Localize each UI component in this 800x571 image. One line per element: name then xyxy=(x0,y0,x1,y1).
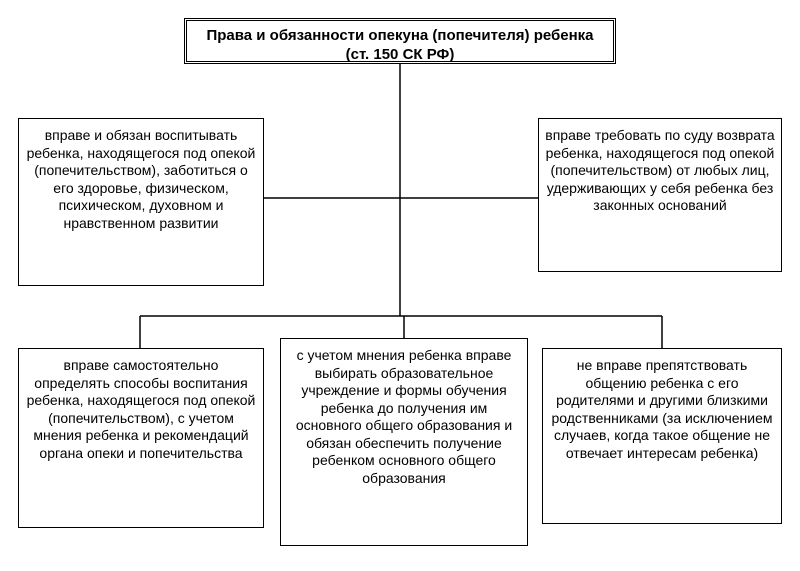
node-text: с учетом мнения ребенка вправе выбирать … xyxy=(296,347,512,486)
diagram-title: Права и обязанности опекуна (попечителя)… xyxy=(184,18,616,64)
node-text: не вправе препятствовать общению ребенка… xyxy=(551,357,772,461)
node-text: вправе самостоятельно определять способы… xyxy=(27,357,256,461)
node-text: вправе требовать по суду возврата ребенк… xyxy=(545,127,774,213)
node-text: вправе и обязан воспитывать ребенка, нах… xyxy=(27,127,256,231)
node-n4: с учетом мнения ребенка вправе выбирать … xyxy=(280,338,528,546)
node-n2: вправе требовать по суду возврата ребенк… xyxy=(538,118,782,272)
node-n1: вправе и обязан воспитывать ребенка, нах… xyxy=(18,118,264,286)
title-line1: Права и обязанности опекуна (попечителя)… xyxy=(197,27,603,46)
title-line2: (ст. 150 СК РФ) xyxy=(197,46,603,65)
node-n5: не вправе препятствовать общению ребенка… xyxy=(542,348,782,524)
node-n3: вправе самостоятельно определять способы… xyxy=(18,348,264,528)
